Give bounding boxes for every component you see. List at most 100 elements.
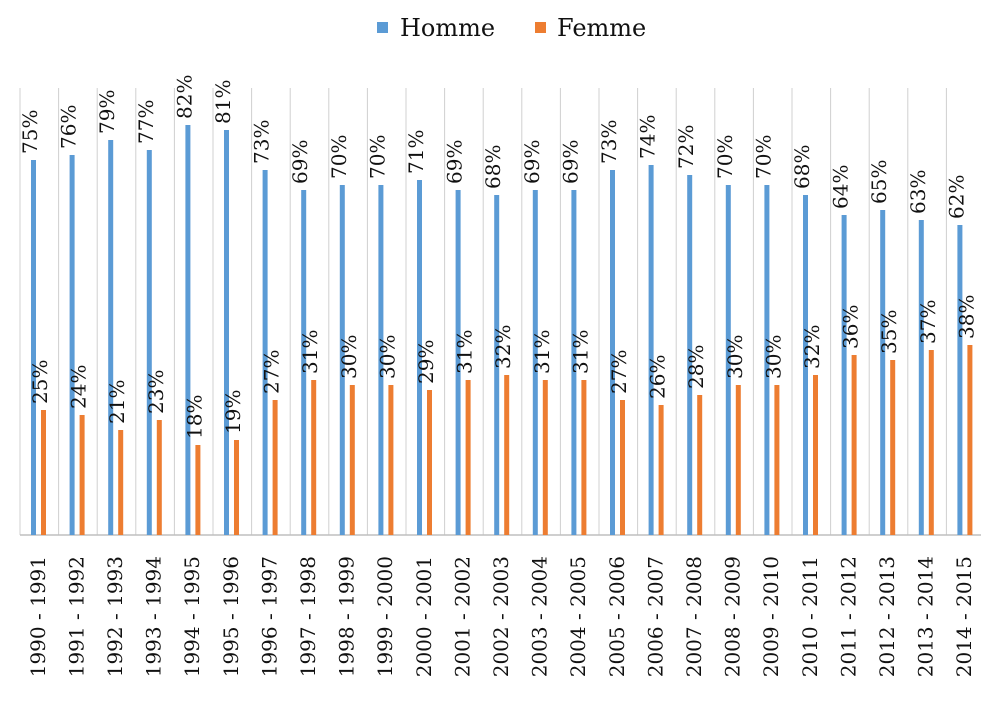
bar bbox=[224, 130, 229, 535]
x-tick-label: 1995 - 1996 bbox=[219, 556, 243, 677]
value-label: 65% bbox=[867, 160, 891, 204]
bar bbox=[118, 430, 124, 535]
bar bbox=[31, 160, 36, 535]
value-label: 72% bbox=[674, 125, 698, 169]
bar bbox=[146, 150, 152, 535]
x-tick-label: 1997 - 1998 bbox=[296, 556, 320, 677]
value-label: 36% bbox=[839, 305, 863, 349]
x-tick-label: 1991 - 1992 bbox=[64, 556, 88, 677]
value-label: 62% bbox=[944, 175, 968, 219]
bar bbox=[735, 385, 741, 535]
x-tick-label: 1990 - 1991 bbox=[26, 556, 50, 677]
bar bbox=[388, 385, 394, 535]
x-tick-label: 2004 - 2005 bbox=[566, 556, 590, 677]
value-label: 21% bbox=[105, 380, 129, 424]
value-label: 32% bbox=[491, 325, 515, 369]
bar bbox=[494, 195, 500, 535]
value-label: 29% bbox=[414, 340, 438, 384]
x-tick-label: 1996 - 1997 bbox=[257, 556, 281, 677]
bar bbox=[234, 440, 239, 535]
value-label: 30% bbox=[337, 335, 361, 379]
bar bbox=[918, 220, 924, 535]
bar bbox=[581, 380, 587, 535]
value-label: 26% bbox=[646, 355, 670, 399]
bar bbox=[262, 170, 268, 535]
bar bbox=[967, 345, 973, 535]
bar bbox=[687, 175, 693, 535]
value-label: 31% bbox=[568, 330, 592, 374]
value-label: 69% bbox=[558, 140, 582, 184]
bar bbox=[928, 350, 934, 535]
value-label: 31% bbox=[530, 330, 554, 374]
bar bbox=[610, 170, 615, 535]
bar bbox=[658, 405, 664, 535]
value-label: 81% bbox=[211, 80, 235, 124]
bar bbox=[195, 445, 201, 535]
value-label: 77% bbox=[134, 100, 158, 144]
value-label: 79% bbox=[95, 90, 119, 134]
bar bbox=[311, 380, 317, 535]
x-tick-label: 2007 - 2008 bbox=[682, 556, 706, 677]
bar bbox=[813, 375, 818, 535]
value-label: 70% bbox=[713, 135, 737, 179]
value-label: 69% bbox=[288, 140, 312, 184]
bar bbox=[41, 410, 46, 535]
value-label: 73% bbox=[250, 120, 274, 164]
bar bbox=[880, 210, 886, 535]
value-label: 38% bbox=[954, 295, 978, 339]
value-label: 69% bbox=[520, 140, 544, 184]
bar bbox=[349, 385, 355, 535]
bar bbox=[697, 395, 703, 535]
value-label: 30% bbox=[723, 335, 747, 379]
bar bbox=[532, 190, 538, 535]
value-label: 25% bbox=[28, 360, 52, 404]
bar bbox=[185, 125, 191, 535]
value-label: 64% bbox=[829, 165, 853, 209]
value-label: 82% bbox=[172, 75, 196, 119]
x-tick-label: 1998 - 1999 bbox=[335, 556, 359, 677]
x-tick-label: 1993 - 1994 bbox=[142, 556, 166, 677]
value-label: 31% bbox=[453, 330, 477, 374]
x-tick-label: 2014 - 2015 bbox=[952, 556, 976, 677]
x-tick-label: 2008 - 2009 bbox=[721, 556, 745, 677]
value-label: 18% bbox=[182, 395, 206, 439]
x-tick-label: 1994 - 1995 bbox=[180, 556, 204, 677]
legend-swatch bbox=[377, 22, 388, 33]
bar bbox=[764, 185, 770, 535]
x-tick-label: 2002 - 2003 bbox=[489, 556, 513, 677]
value-label: 19% bbox=[221, 390, 245, 434]
value-label: 23% bbox=[144, 370, 168, 414]
value-label: 27% bbox=[260, 350, 284, 394]
bar bbox=[272, 400, 278, 535]
value-label: 37% bbox=[916, 300, 940, 344]
legend-label: Femme bbox=[557, 14, 646, 42]
value-label: 76% bbox=[57, 105, 81, 149]
value-label: 69% bbox=[443, 140, 467, 184]
bar bbox=[725, 185, 731, 535]
legend-label: Homme bbox=[400, 14, 495, 42]
value-label: 63% bbox=[906, 170, 930, 214]
bar bbox=[620, 400, 625, 535]
value-label: 24% bbox=[67, 365, 91, 409]
value-label: 30% bbox=[375, 335, 399, 379]
x-tick-label: 2012 - 2013 bbox=[875, 556, 899, 677]
bar bbox=[69, 155, 75, 535]
legend-swatch bbox=[535, 22, 546, 33]
x-tick-label: 2010 - 2011 bbox=[798, 556, 822, 677]
bar bbox=[301, 190, 307, 535]
x-tick-label: 2013 - 2014 bbox=[914, 556, 938, 677]
x-tick-label: 2001 - 2002 bbox=[450, 556, 474, 677]
bar bbox=[774, 385, 780, 535]
bar bbox=[455, 190, 461, 535]
bar bbox=[504, 375, 510, 535]
x-tick-label: 2006 - 2007 bbox=[643, 556, 667, 677]
value-label: 75% bbox=[18, 110, 42, 154]
bar bbox=[851, 355, 857, 535]
x-tick-label: 2000 - 2001 bbox=[412, 556, 436, 677]
value-label: 74% bbox=[636, 115, 660, 159]
value-label: 68% bbox=[790, 145, 814, 189]
bar bbox=[648, 165, 654, 535]
bar bbox=[542, 380, 548, 535]
